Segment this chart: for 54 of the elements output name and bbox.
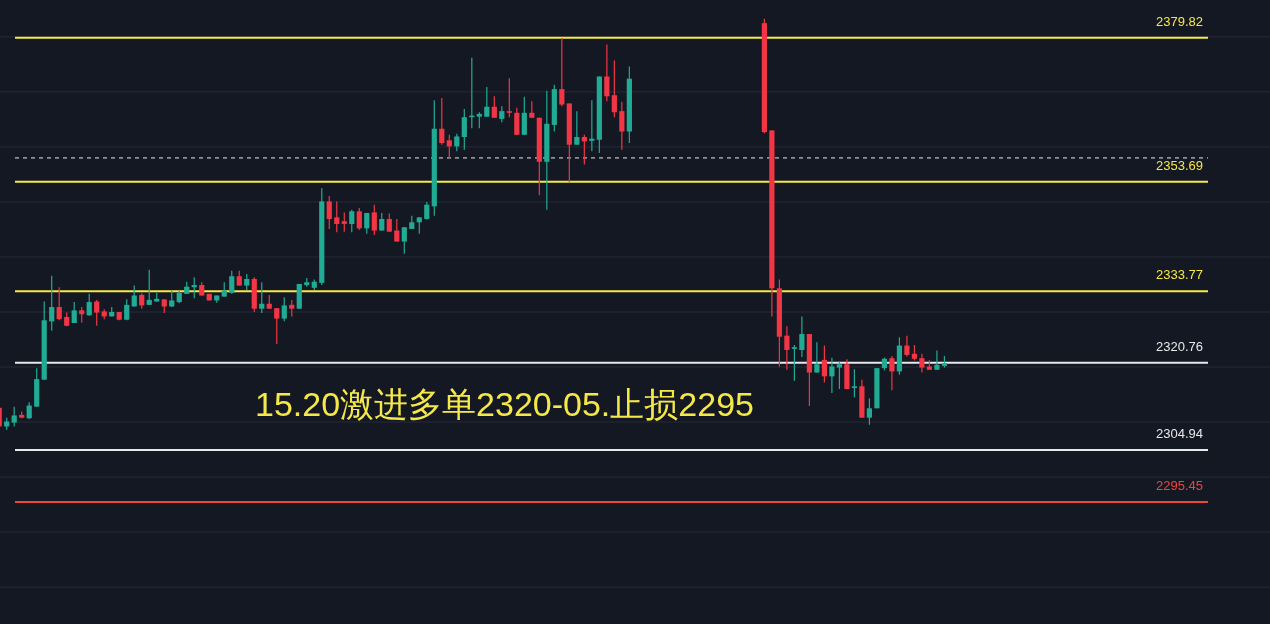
candlestick bbox=[229, 270, 235, 295]
candlestick bbox=[791, 344, 797, 382]
candlestick bbox=[461, 108, 467, 151]
ref-line-label: 2333.77 bbox=[1156, 267, 1203, 283]
ref-line-label: 2320.76 bbox=[1156, 338, 1203, 354]
candlestick bbox=[394, 218, 400, 243]
candlestick bbox=[484, 86, 490, 118]
candlestick bbox=[371, 204, 377, 236]
ref-line-label: 2295.45 bbox=[1156, 478, 1203, 494]
candlestick bbox=[829, 357, 835, 394]
candlestick bbox=[934, 349, 940, 371]
candlestick bbox=[559, 37, 565, 107]
candlestick bbox=[589, 99, 595, 152]
candlestick bbox=[146, 269, 152, 306]
ref-line-label: 2304.94 bbox=[1156, 425, 1203, 441]
candlestick bbox=[814, 341, 820, 374]
candlestick bbox=[11, 406, 17, 428]
candlestick bbox=[866, 397, 873, 426]
candlestick bbox=[919, 353, 925, 374]
candlestick bbox=[334, 200, 340, 233]
ref-line-label: 2379.82 bbox=[1156, 13, 1203, 29]
candlestick bbox=[259, 281, 265, 314]
candlestick bbox=[521, 96, 527, 136]
annotation: 15.20激进多单2320-05.止损2295 bbox=[255, 385, 754, 423]
candlestick bbox=[274, 307, 280, 345]
candlestick bbox=[439, 97, 445, 146]
candlestick bbox=[94, 299, 100, 327]
candlestick bbox=[49, 275, 55, 332]
candlestick bbox=[821, 344, 827, 384]
ref-line-label: 2353.69 bbox=[1156, 157, 1203, 173]
candlestick bbox=[356, 207, 362, 231]
candlestick bbox=[799, 315, 805, 358]
candlestick bbox=[784, 325, 790, 371]
candlestick bbox=[349, 209, 355, 233]
candlestick bbox=[604, 43, 610, 102]
candlestick bbox=[889, 355, 895, 391]
candlestick bbox=[619, 101, 625, 151]
candlestick bbox=[56, 286, 62, 321]
candlestick bbox=[191, 276, 197, 299]
candlestick bbox=[574, 110, 580, 146]
candlestick bbox=[281, 296, 287, 322]
candlestick bbox=[836, 360, 842, 390]
candlestick bbox=[401, 226, 407, 255]
candlestick bbox=[491, 95, 497, 119]
candlestick bbox=[326, 195, 332, 230]
candlestick bbox=[851, 368, 857, 398]
candlestick bbox=[86, 293, 92, 317]
candlestick bbox=[446, 134, 452, 159]
candlestick bbox=[386, 212, 392, 233]
candlestick bbox=[611, 59, 617, 118]
candlestick bbox=[514, 107, 520, 136]
candlestick bbox=[904, 335, 910, 358]
candlestick bbox=[506, 77, 512, 118]
candlestick bbox=[341, 211, 347, 233]
